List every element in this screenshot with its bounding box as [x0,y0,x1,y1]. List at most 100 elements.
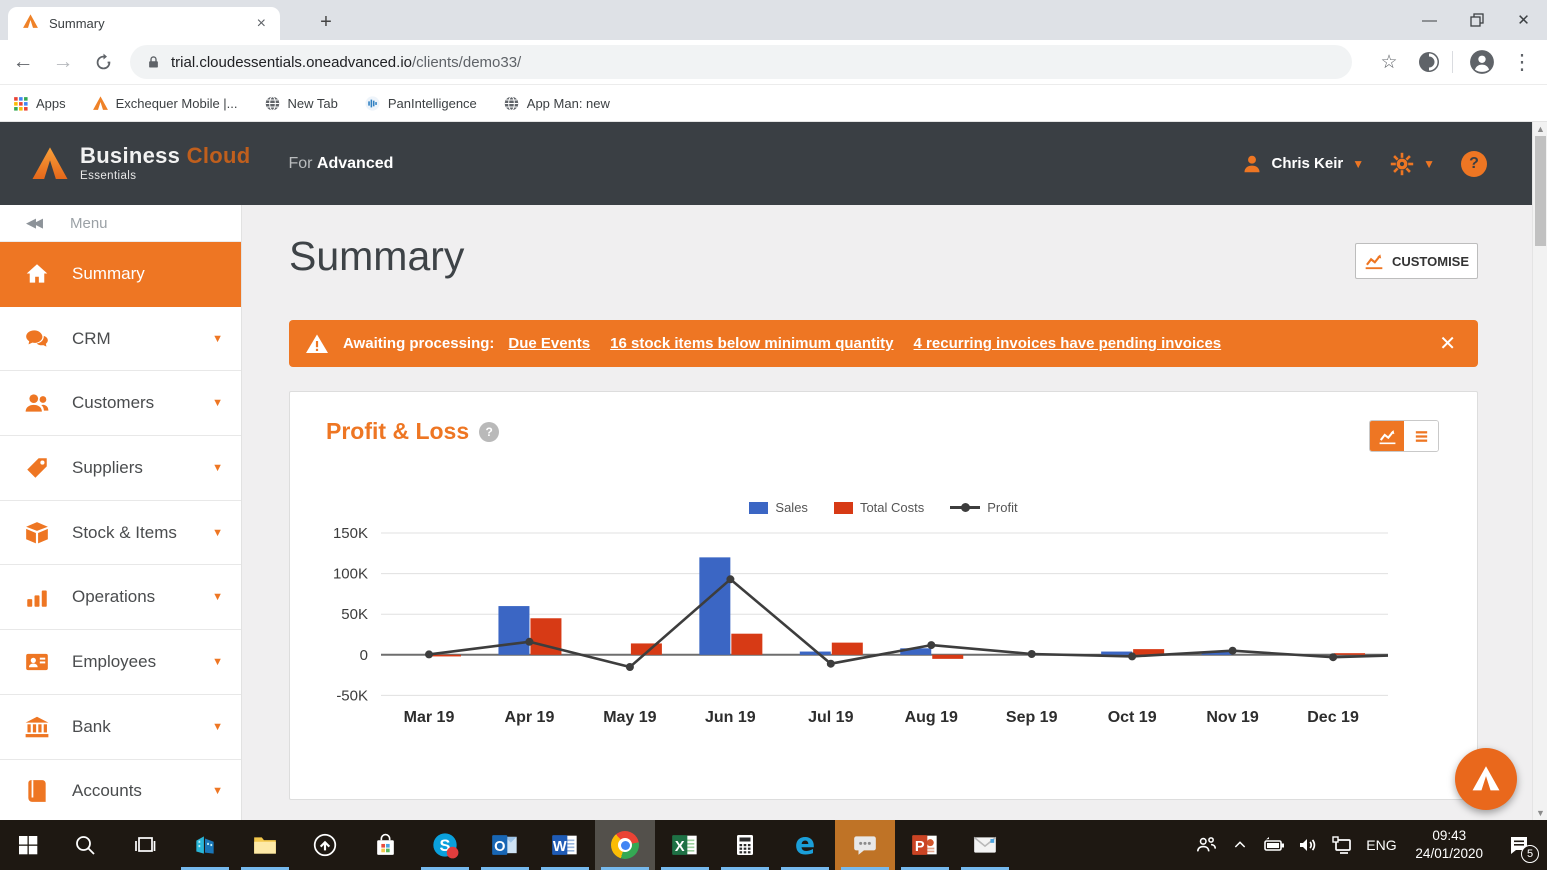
alert-link-0[interactable]: Due Events [508,335,591,352]
sidebar-item-stock-items[interactable]: Stock & Items ▼ [0,500,241,566]
back-button[interactable]: ← [12,50,34,73]
sidebar-item-summary[interactable]: Summary [0,242,241,307]
address-bar[interactable]: trial.cloudessentials.oneadvanced.io/cli… [130,45,1352,79]
taskbar-excel-icon[interactable]: X [655,820,715,870]
window-restore-button[interactable] [1453,0,1500,40]
reload-button[interactable] [86,45,120,79]
taskbar-start-icon[interactable] [0,820,55,870]
legend-item-sales: Sales [749,500,808,515]
sidebar-item-accounts[interactable]: Accounts ▼ [0,759,241,825]
notification-center[interactable]: 5 [1497,820,1541,870]
svg-text:Nov 19: Nov 19 [1206,709,1259,726]
taskbar-task-view-icon[interactable] [115,820,175,870]
language-indicator[interactable]: ENG [1366,837,1397,853]
bookmark-apps[interactable]: Apps [12,95,66,112]
taskbar-erp-app-icon[interactable] [175,820,235,870]
volume-icon[interactable] [1293,820,1323,870]
bookmark-exchequer-mobile[interactable]: Exchequer Mobile |... [92,95,238,112]
taskbar-calculator-icon[interactable] [715,820,775,870]
alert-link-1[interactable]: 16 stock items below minimum quantity [610,335,894,352]
taskbar-word-icon[interactable]: W [535,820,595,870]
people-icon[interactable] [1191,820,1221,870]
clock[interactable]: 09:43 24/01/2020 [1405,827,1493,863]
bookmark-app-man-new[interactable]: App Man: new [503,95,610,112]
bookmark-star-icon[interactable]: ☆ [1380,51,1398,73]
sidebar-item-employees[interactable]: Employees ▼ [0,630,241,695]
sidebar-item-label: Employees [72,651,157,671]
bookmark-label: Exchequer Mobile |... [115,95,238,111]
table-view-button[interactable] [1404,421,1438,451]
sidebar-item-suppliers[interactable]: Suppliers ▼ [0,436,241,501]
legend-label: Total Costs [859,500,925,515]
advanced-fab-button[interactable] [1455,748,1517,810]
taskbar-capture-icon[interactable] [295,820,355,870]
taskbar-mail-icon[interactable] [955,820,1015,870]
sidebar-item-bank[interactable]: Bank ▼ [0,694,241,760]
chevron-down-icon: ▼ [212,785,223,798]
svg-text:100K: 100K [333,566,368,583]
taskbar-file-explorer-icon[interactable] [235,820,295,870]
bookmark-panintelligence[interactable]: PanIntelligence [364,95,477,112]
new-tab-button[interactable]: + [320,11,332,33]
svg-text:Sep 19: Sep 19 [1006,709,1058,726]
user-menu[interactable]: Chris Keir ▼ [1241,153,1365,175]
browser-menu-icon[interactable]: ⋮ [1511,50,1533,74]
user-caret-icon: ▼ [1352,156,1365,171]
window-close-button[interactable]: ✕ [1517,12,1530,29]
extension-icon[interactable] [1412,45,1446,79]
scroll-down-icon[interactable]: ▼ [1536,808,1545,818]
taskbar-outlook-icon[interactable]: O [475,820,535,870]
chevron-down-icon: ▼ [212,397,223,410]
legend-swatch [749,501,769,514]
open-app-indicator [421,867,469,870]
sidebar-item-operations[interactable]: Operations ▼ [0,565,241,631]
toolbar-divider [1452,51,1453,73]
svg-text:-50K: -50K [336,687,368,704]
brand-logo[interactable]: Business Cloud Essentials [30,144,250,184]
chart-view-button[interactable] [1370,421,1404,451]
alert-link-2[interactable]: 4 recurring invoices have pending invoic… [913,335,1222,352]
svg-text:50K: 50K [341,606,368,623]
svg-text:Jul 19: Jul 19 [808,709,853,726]
sidebar-item-crm[interactable]: CRM ▼ [0,306,241,372]
profile-avatar-icon[interactable] [1465,45,1499,79]
tray-chevron-up-icon[interactable] [1225,820,1255,870]
customise-button[interactable]: CUSTOMISE [1355,243,1478,279]
sidebar-item-customers[interactable]: Customers ▼ [0,371,241,437]
taskbar-chrome-icon[interactable] [595,820,655,870]
sidebar: ◀◀ Menu Summary CRM ▼ Customers ▼ Suppliers ▼ S… [0,205,242,825]
taskbar-search-icon[interactable] [55,820,115,870]
taskbar-chat-icon[interactable] [835,820,895,870]
browser-tab-bar: Summary × + — ✕ [0,0,1547,40]
lock-icon [149,55,158,67]
taskbar-powerpoint-icon[interactable]: P [895,820,955,870]
gear-icon [1390,152,1414,175]
chevron-down-icon: ▼ [212,332,223,345]
open-app-indicator [661,867,709,870]
panel-help-icon[interactable]: ? [479,421,500,442]
help-button[interactable]: ? [1461,150,1487,177]
settings-menu[interactable]: ▼ [1390,152,1435,176]
alert-close-icon[interactable]: ✕ [1439,333,1456,355]
scroll-up-icon[interactable]: ▲ [1536,124,1545,134]
svg-text:X: X [675,839,685,855]
browser-tab[interactable]: Summary × [8,7,280,40]
taskbar-store-icon[interactable] [355,820,415,870]
network-icon[interactable] [1327,820,1357,870]
legend-label: Sales [775,500,808,515]
battery-icon[interactable] [1259,820,1289,870]
forward-button[interactable]: → [52,50,74,73]
profit-loss-card: Profit & Loss ? Sales Total Costs Profit 1… [289,391,1478,800]
page-scrollbar[interactable]: ▲ ▼ [1532,122,1547,820]
scrollbar-thumb[interactable] [1535,136,1546,246]
brand-primary: Business [80,142,181,168]
tab-title: Summary [49,16,105,31]
taskbar-edge-icon[interactable]: e [775,820,835,870]
bookmark-new-tab[interactable]: New Tab [264,95,338,112]
menu-collapse-header[interactable]: ◀◀ Menu [0,205,241,242]
tab-close-icon[interactable]: × [256,14,266,32]
taskbar-skype-icon[interactable]: S [415,820,475,870]
window-minimize-button[interactable]: — [1422,11,1437,29]
